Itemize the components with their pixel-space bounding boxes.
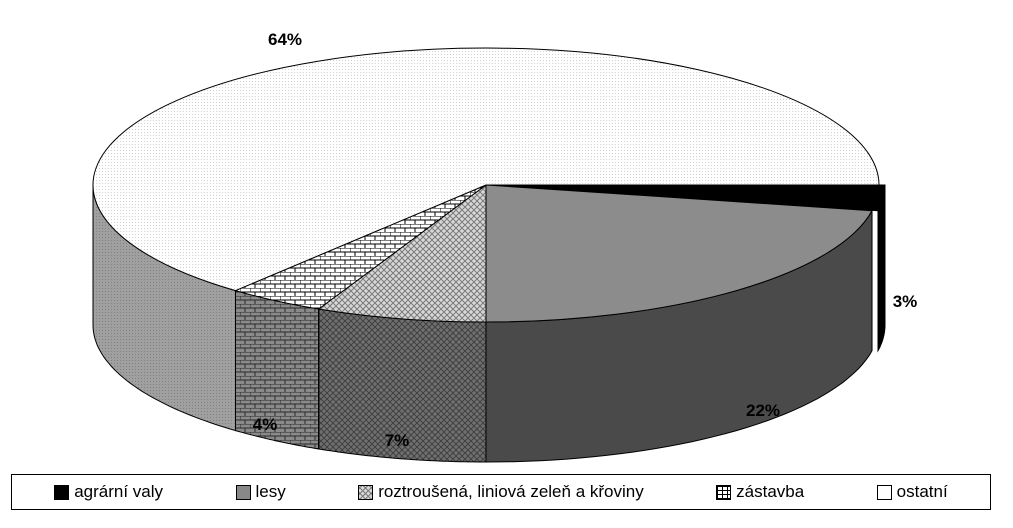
data-label-3: 4% <box>253 415 278 434</box>
pie-slice-4 <box>92 47 880 292</box>
legend-swatch-lesy <box>235 484 251 500</box>
legend: agrární valy lesy roztroušená, liniová z… <box>11 474 991 510</box>
legend-item-ostatni: ostatní <box>876 482 948 502</box>
legend-label-lesy: lesy <box>255 482 286 501</box>
pie-chart: 3% 22% 7% 4% 64% <box>92 30 918 463</box>
legend-label-agrarni-valy: agrární valy <box>74 482 164 501</box>
legend-label-ostatni: ostatní <box>896 482 948 501</box>
pie-slice-1 <box>485 184 873 323</box>
legend-item-lesy: lesy <box>235 482 286 502</box>
legend-swatch-ostatni <box>876 484 892 500</box>
pie-slice-0 <box>491 184 886 212</box>
legend-item-zastavba: zástavba <box>716 482 804 502</box>
legend-label-zastavba: zástavba <box>736 482 805 501</box>
pie-slice-2 <box>317 184 487 323</box>
legend-swatch-zastavba <box>716 484 732 500</box>
legend-item-agrarni-valy: agrární valy <box>54 482 163 502</box>
data-label-0: 3% <box>893 292 918 311</box>
legend-label-roztrousena: roztroušená, liniová zeleň a křoviny <box>378 482 644 501</box>
data-label-1: 22% <box>746 401 780 420</box>
data-label-2: 7% <box>385 431 410 450</box>
legend-swatch-agrarni-valy <box>54 484 70 500</box>
legend-swatch-roztrousena <box>358 484 374 500</box>
legend-item-roztrousena: roztroušená, liniová zeleň a křoviny <box>358 482 644 502</box>
pie-side-0 <box>877 185 886 353</box>
data-label-4: 64% <box>268 30 302 49</box>
